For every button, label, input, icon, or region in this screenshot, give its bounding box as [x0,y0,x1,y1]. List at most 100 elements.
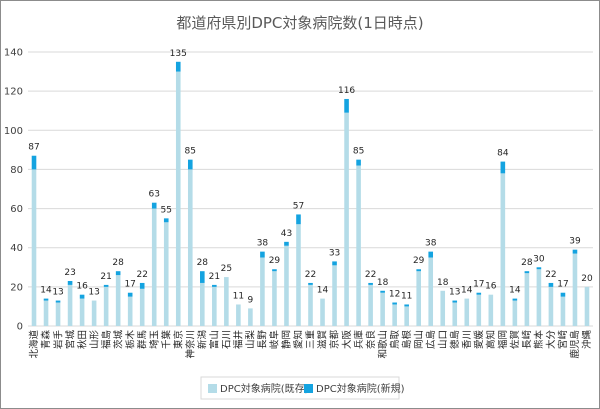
data-label: 22 [136,270,147,280]
x-category-label: 茨城 [112,330,124,350]
x-category-label: 千葉 [160,330,172,350]
x-category-label: 広島 [425,330,437,349]
legend: DPC対象病院(既存) DPC対象病院(新規) [200,376,405,400]
data-label: 23 [64,268,75,278]
x-category-label: 愛知 [293,330,305,349]
x-category-label: 高知 [485,330,497,349]
bar-existing [115,275,121,326]
data-label: 22 [365,270,376,280]
data-label: 13 [88,288,99,298]
data-label: 11 [233,291,244,301]
bar-existing [500,173,506,326]
x-category-label: 鳥取 [389,330,401,350]
data-label: 18 [437,278,449,288]
data-label: 28 [521,258,533,268]
bar-new [260,251,265,258]
data-label: 33 [329,248,340,258]
bar-existing [428,257,434,326]
x-category-label: 宮城 [64,330,76,350]
data-label: 28 [197,258,209,268]
bar-new [139,282,145,289]
x-category-label: 香川 [462,330,473,349]
data-label: 63 [148,190,159,200]
bar-existing [272,271,277,326]
x-category-label: 和歌山 [377,330,389,359]
x-category-label: 奈良 [365,330,377,350]
data-label: 16 [485,282,497,292]
data-label: 17 [557,280,568,290]
bar-existing [91,300,97,326]
bar-existing [320,298,325,326]
bar-existing [536,269,542,326]
data-label: 22 [545,270,556,280]
data-label: 135 [170,49,187,59]
bar-existing [187,169,193,326]
legend-swatch-new [304,384,313,393]
bar-existing [524,273,530,326]
bar-existing [212,286,217,326]
bar-new [175,61,181,72]
bar-new [272,269,277,272]
bar-new [55,300,61,303]
bar-existing [248,308,253,326]
data-label: 21 [100,272,111,282]
data-label: 29 [413,256,425,266]
bar-existing [200,282,205,326]
y-tick-label: 100 [4,126,23,137]
x-category-label: 石川 [222,330,233,349]
bar-existing [476,294,482,326]
bar-existing [560,296,566,326]
x-category-label: 岩手 [52,330,64,350]
legend-swatch-existing [208,384,217,393]
data-label: 39 [569,237,581,247]
data-label: 13 [52,288,63,298]
bar-new [416,269,421,272]
x-category-label: 京都 [329,330,341,350]
y-tick-label: 140 [4,48,23,59]
bar-new [31,155,37,170]
bar-existing [236,304,241,326]
x-category-label: 島根 [401,330,413,350]
bar-new [308,282,313,285]
data-label: 87 [28,143,39,153]
bar-existing [332,265,337,326]
data-label: 28 [112,258,124,268]
data-label: 85 [353,147,364,157]
bar-new [548,282,554,287]
bar-new [200,271,205,283]
bar-existing [464,298,470,326]
x-category-label: 愛媛 [473,330,485,350]
x-category-label: 新潟 [197,330,209,349]
data-label: 14 [317,286,329,296]
bar-existing [55,302,61,326]
data-label: 20 [581,274,593,284]
bar-existing [344,112,349,327]
data-label: 16 [76,282,88,292]
data-label: 57 [293,201,304,211]
data-label: 25 [221,264,232,274]
data-label: 30 [533,254,545,264]
bar-existing [31,169,37,326]
bar-existing [296,224,301,326]
bar-existing [103,286,109,326]
bar-existing [512,300,518,326]
data-label: 43 [281,229,292,239]
bar-existing [548,286,554,326]
y-tick-label: 0 [17,322,23,333]
y-tick-label: 60 [10,204,23,215]
legend-box [200,376,400,400]
bar-new [452,300,458,303]
bar-new [151,202,157,209]
bar-new [115,271,121,276]
x-category-label: 兵庫 [353,330,365,350]
data-label: 14 [40,286,52,296]
x-category-label: 山梨 [245,330,257,350]
x-category-label: 北海道 [28,330,40,359]
bar-new [404,304,409,307]
x-category-label: 三重 [305,330,317,350]
data-label: 12 [389,290,400,300]
x-category-label: 徳島 [449,330,461,349]
data-label: 38 [425,239,437,249]
bar-existing [308,284,313,326]
bar-new [512,298,518,301]
